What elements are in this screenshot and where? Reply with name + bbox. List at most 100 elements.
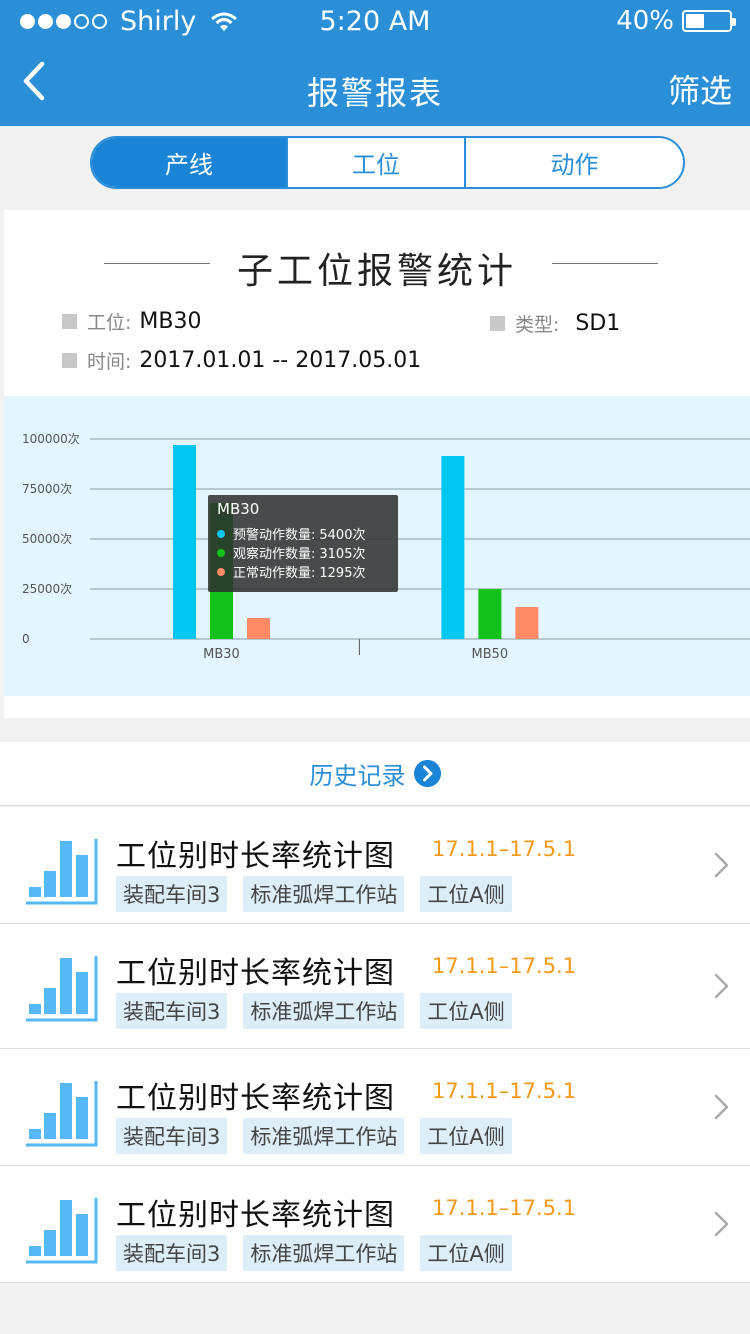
tooltip-row-value: 5400次	[319, 528, 366, 543]
list-item[interactable]: 工位别时长率统计图 17.1.1–17.5.1 装配车间3 标准弧焊工作站 工位…	[0, 1166, 750, 1283]
tooltip-row-value: 3105次	[319, 547, 366, 562]
chart-bar	[478, 589, 502, 639]
record-title: 工位别时长率统计图	[116, 1081, 395, 1116]
title-divider-left	[104, 263, 210, 264]
bar-chart[interactable]: 100000次 75000次 50000次 25000次 0 MB30 MB50 MB30 …	[4, 396, 750, 696]
tab-action[interactable]: 动作	[550, 151, 599, 179]
station-info: 工位: MB30	[62, 308, 201, 335]
status-time: 5:20 AM	[319, 6, 431, 37]
app-header: Shirly 5:20 AM 40% 报警报表 筛选	[0, 0, 750, 126]
record-list: 工位别时长率统计图 17.1.1–17.5.1 装配车间3 标准弧焊工作站 工位…	[0, 807, 750, 1283]
signal-strength-icon	[20, 14, 110, 29]
tag-workshop: 装配车间3	[116, 1235, 228, 1271]
record-tags: 装配车间3 标准弧焊工作站 工位A侧	[116, 876, 528, 912]
tooltip-row-label: 观察动作数量:	[233, 547, 316, 562]
legend-dot-icon	[217, 529, 225, 538]
tag-station-type: 标准弧焊工作站	[243, 1235, 405, 1271]
filter-button[interactable]: 筛选	[667, 72, 732, 110]
chart-tooltip: MB30 预警动作数量: 5400次 观察动作数量: 3105次 正常动作数量:…	[208, 495, 398, 592]
y-tick-label: 50000次	[22, 532, 72, 546]
tag-side: 工位A侧	[420, 1118, 512, 1154]
type-value: SD1	[575, 311, 621, 336]
station-label: 工位:	[87, 312, 132, 334]
record-title: 工位别时长率统计图	[116, 1198, 395, 1233]
tab-production-line[interactable]: 产线	[92, 138, 288, 187]
type-info: 类型: SD1	[490, 310, 620, 337]
x-tick-label: MB50	[472, 647, 509, 662]
back-button[interactable]	[20, 60, 60, 110]
record-date: 17.1.1–17.5.1	[432, 954, 577, 978]
tooltip-title: MB30	[217, 500, 260, 518]
legend-dot-icon	[217, 548, 225, 557]
tag-station-type: 标准弧焊工作站	[243, 876, 405, 912]
y-tick-label: 100000次	[22, 432, 80, 446]
time-value: 2017.01.01 -- 2017.05.01	[139, 348, 422, 373]
time-label: 时间:	[87, 351, 132, 373]
list-item[interactable]: 工位别时长率统计图 17.1.1–17.5.1 装配车间3 标准弧焊工作站 工位…	[0, 924, 750, 1049]
record-date: 17.1.1–17.5.1	[432, 837, 577, 861]
chart-card: 子工位报警统计 工位: MB30 类型: SD1 时间: 2017.01.01 …	[4, 210, 750, 718]
y-tick-label: 25000次	[22, 582, 72, 596]
status-bar: Shirly 5:20 AM 40%	[0, 0, 750, 42]
legend-dot-icon	[217, 567, 225, 576]
wifi-icon	[211, 12, 238, 31]
record-date: 17.1.1–17.5.1	[432, 1196, 577, 1220]
nav-bar: 报警报表 筛选	[0, 50, 750, 126]
tag-workshop: 装配车间3	[116, 876, 228, 912]
tooltip-row-value: 1295次	[319, 566, 366, 581]
list-item[interactable]: 工位别时长率统计图 17.1.1–17.5.1 装配车间3 标准弧焊工作站 工位…	[0, 807, 750, 924]
tag-workshop: 装配车间3	[116, 993, 228, 1029]
chevron-right-icon	[714, 1211, 729, 1237]
tag-side: 工位A侧	[420, 876, 512, 912]
chevron-right-icon	[714, 1094, 729, 1120]
record-title: 工位别时长率统计图	[116, 839, 395, 874]
record-title: 工位别时长率统计图	[116, 956, 395, 991]
tooltip-row: 观察动作数量: 3105次	[217, 543, 389, 562]
record-tags: 装配车间3 标准弧焊工作站 工位A侧	[116, 1235, 528, 1271]
record-date: 17.1.1–17.5.1	[432, 1079, 577, 1103]
battery-percentage: 40%	[616, 6, 674, 36]
chart-bar	[441, 456, 465, 639]
chevron-right-circle-icon	[413, 760, 441, 787]
tab-workstation[interactable]: 工位	[288, 138, 466, 187]
time-info: 时间: 2017.01.01 -- 2017.05.01	[62, 347, 421, 374]
history-label: 历史记录	[309, 762, 406, 790]
chart-bar	[173, 445, 196, 639]
page-title: 报警报表	[306, 74, 443, 112]
tag-station-type: 标准弧焊工作站	[243, 1118, 405, 1154]
bar-chart-icon	[26, 1198, 98, 1264]
tag-workshop: 装配车间3	[116, 1118, 228, 1154]
chart-bar	[247, 618, 270, 639]
bullet-square-icon	[62, 314, 77, 329]
list-item[interactable]: 工位别时长率统计图 17.1.1–17.5.1 装配车间3 标准弧焊工作站 工位…	[0, 1049, 750, 1166]
bar-chart-icon	[26, 956, 98, 1022]
chevron-left-icon	[23, 61, 45, 101]
status-left: Shirly	[20, 6, 238, 37]
tooltip-row-label: 预警动作数量:	[233, 528, 316, 543]
x-tick-label: MB30	[203, 647, 240, 662]
tooltip-row-label: 正常动作数量:	[233, 566, 316, 581]
station-value: MB30	[139, 309, 202, 334]
type-label: 类型:	[515, 314, 560, 336]
card-title: 子工位报警统计	[236, 251, 517, 292]
y-tick-label: 0	[22, 632, 30, 646]
record-tags: 装配车间3 标准弧焊工作站 工位A侧	[116, 1118, 528, 1154]
tag-side: 工位A侧	[420, 993, 512, 1029]
tooltip-row: 正常动作数量: 1295次	[217, 562, 389, 581]
segmented-control: 产线 工位 动作	[90, 136, 685, 189]
title-divider-right	[552, 263, 658, 264]
bullet-square-icon	[490, 316, 505, 331]
chart-bar	[515, 607, 539, 639]
bar-chart-icon	[26, 839, 98, 905]
tag-station-type: 标准弧焊工作站	[243, 993, 405, 1029]
battery-icon	[682, 10, 736, 32]
status-right: 40%	[616, 6, 736, 36]
carrier-name: Shirly	[120, 6, 197, 37]
history-link[interactable]: 历史记录	[0, 742, 750, 806]
tag-side: 工位A侧	[420, 1235, 512, 1271]
chevron-right-icon	[714, 973, 729, 999]
record-tags: 装配车间3 标准弧焊工作站 工位A侧	[116, 993, 528, 1029]
tooltip-row: 预警动作数量: 5400次	[217, 524, 389, 543]
bullet-square-icon	[62, 353, 77, 368]
chevron-right-icon	[714, 852, 729, 878]
